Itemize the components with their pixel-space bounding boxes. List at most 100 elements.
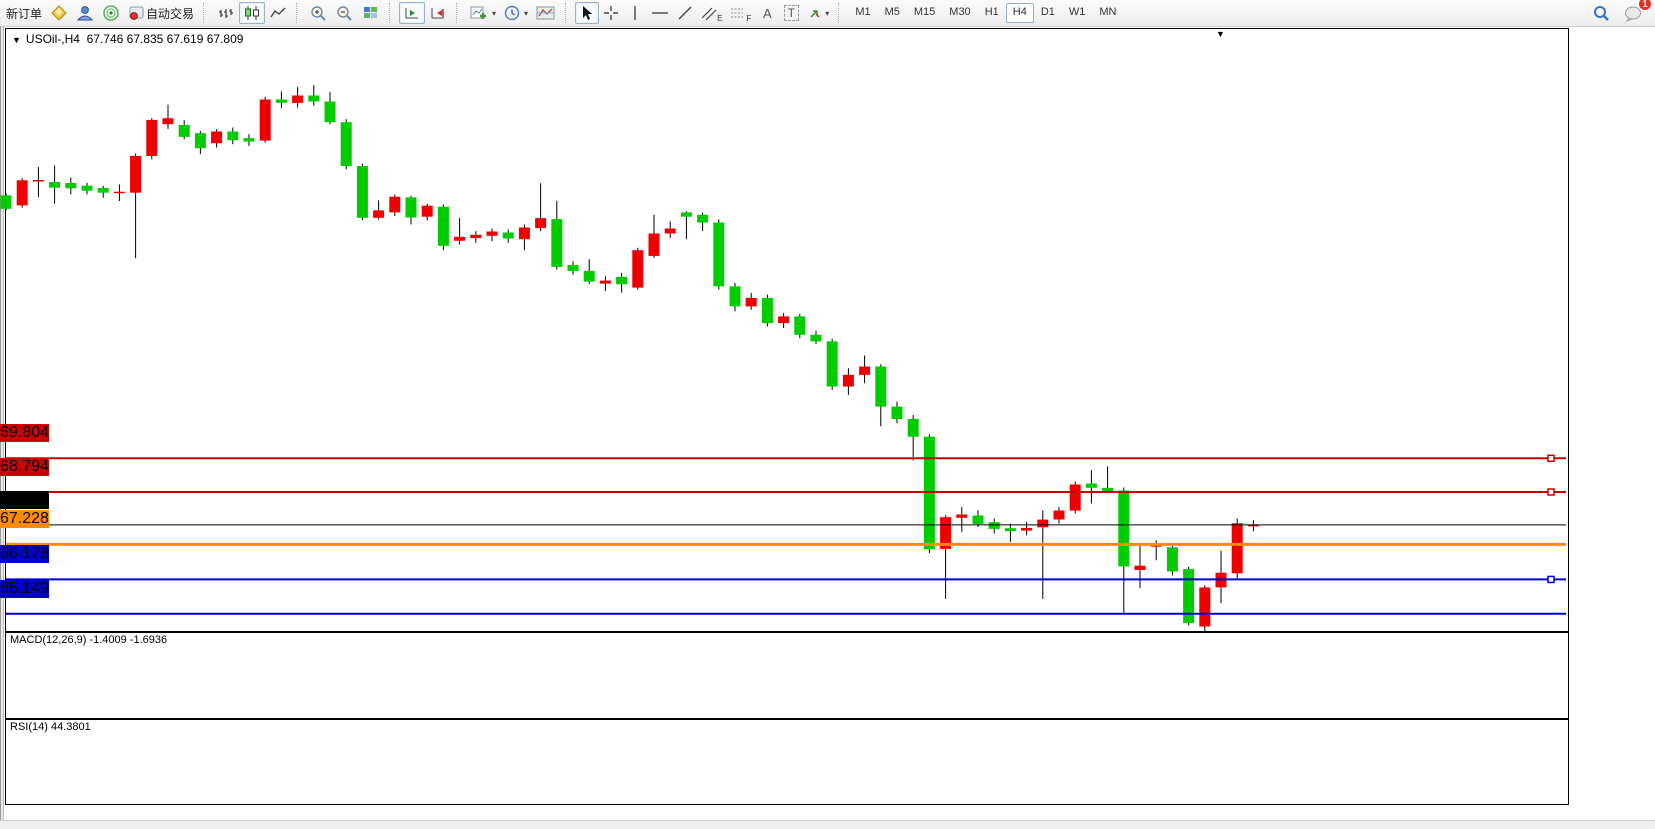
toolbar-separator xyxy=(565,3,572,23)
trendline-tool-button[interactable] xyxy=(673,2,697,24)
timeframe-button-h1[interactable]: H1 xyxy=(984,6,999,18)
line-chart-icon xyxy=(269,5,287,21)
chart-ohlc-values: 67.746 67.835 67.619 67.809 xyxy=(86,32,244,46)
fibonacci-icon xyxy=(730,7,746,20)
equidistant-channel-button[interactable]: E xyxy=(697,2,726,24)
chart-shift-marker-icon[interactable]: ▼ xyxy=(1216,29,1225,39)
timeframe-button-h4[interactable]: H4 xyxy=(1005,3,1034,23)
toolbar-group-scroll xyxy=(399,0,451,27)
timeframe-button-m30[interactable]: M30 xyxy=(949,6,971,18)
data-window-button[interactable] xyxy=(72,2,98,24)
toolbar-group-trade: 新订单 自动交易 xyxy=(2,0,198,27)
clock-icon xyxy=(504,5,522,21)
notifications-button[interactable]: 1 xyxy=(1620,0,1652,24)
price-line-anchor xyxy=(1547,488,1555,496)
chart-properties-icon xyxy=(536,5,556,21)
price-line-anchor xyxy=(1547,575,1555,584)
chat-bubble-icon xyxy=(1624,5,1643,22)
bar-chart-icon xyxy=(217,5,235,21)
macd-indicator-label: MACD(12,26,9) -1.4009 -1.6936 xyxy=(10,634,168,646)
market-watch-icon xyxy=(50,5,68,21)
tile-windows-button[interactable] xyxy=(358,2,384,24)
channel-icon xyxy=(701,7,717,20)
horizontal-line-icon xyxy=(651,5,669,21)
timeframe-button-w1[interactable]: W1 xyxy=(1068,6,1086,18)
chart-properties-button[interactable] xyxy=(532,2,560,24)
toolbar-group-zoom xyxy=(306,0,384,27)
cursor-button[interactable] xyxy=(575,2,600,24)
fibonacci-tool-button[interactable]: F xyxy=(726,2,755,24)
text-tool-label: A xyxy=(762,5,772,21)
timeframe-group: M1 M5 M15 M30 H1 H4 D1 W1 MN xyxy=(848,0,1123,27)
crosshair-button[interactable] xyxy=(599,2,623,24)
toolbar-separator xyxy=(296,3,303,23)
autotrading-icon xyxy=(128,5,146,21)
candlestick-icon xyxy=(243,5,261,21)
price-line-label: 66.178 xyxy=(0,545,49,563)
new-chart-icon xyxy=(470,5,490,21)
cursor-arrow-icon xyxy=(579,5,595,21)
chart-canvas xyxy=(0,85,1566,633)
new-chart-button[interactable]: ▾ xyxy=(466,2,500,24)
timeframe-button-m1[interactable]: M1 xyxy=(855,6,871,18)
price-line-label: 69.804 xyxy=(0,424,49,442)
channel-letter: E xyxy=(717,14,723,23)
timeframe-button-mn[interactable]: MN xyxy=(1099,6,1117,18)
dropdown-caret-icon: ▾ xyxy=(524,8,529,18)
auto-scroll-button[interactable] xyxy=(425,2,451,24)
navigator-sonar-icon xyxy=(102,5,120,21)
tile-windows-icon xyxy=(362,5,380,21)
toolbar: 新订单 自动交易 xyxy=(0,0,1655,27)
arrows-tool-button[interactable]: ▾ xyxy=(803,2,833,24)
chart-symbol-period: USOil-,H4 xyxy=(25,32,80,46)
navigator-button[interactable] xyxy=(98,2,124,24)
toolbar-separator xyxy=(389,3,396,23)
price-line-label: 65.149 xyxy=(0,580,49,598)
rsi-indicator-label: RSI(14) 44.3801 xyxy=(10,721,91,733)
text-label-tool-label: T xyxy=(783,5,799,21)
chart-shift-icon xyxy=(403,5,421,21)
zoom-out-icon xyxy=(336,5,354,21)
toolbar-group-windows: ▾ ▾ xyxy=(466,0,560,27)
timeframe-button-m15[interactable]: M15 xyxy=(913,6,936,18)
autotrading-button[interactable]: 自动交易 xyxy=(124,2,198,24)
arrows-icon xyxy=(807,5,823,21)
vertical-line-tool-button[interactable] xyxy=(623,2,647,24)
price-line-label: 67.228 xyxy=(0,510,49,528)
candles xyxy=(0,85,1259,633)
macd-pane[interactable] xyxy=(5,632,1569,719)
new-order-button[interactable]: 新订单 xyxy=(2,2,46,24)
dropdown-caret-icon: ▾ xyxy=(492,8,497,18)
text-tool-button[interactable]: A xyxy=(755,2,779,24)
chart-shift-button[interactable] xyxy=(399,2,426,24)
search-button[interactable] xyxy=(1588,2,1614,24)
candlestick-mode-button[interactable] xyxy=(239,2,266,24)
trendline-icon xyxy=(677,5,693,21)
main-price-pane[interactable] xyxy=(5,28,1569,632)
toolbar-group-chart-type xyxy=(213,0,291,27)
line-chart-mode-button[interactable] xyxy=(265,2,291,24)
timeframe-button-d1[interactable]: D1 xyxy=(1040,6,1055,18)
bar-chart-mode-button[interactable] xyxy=(213,2,239,24)
bottom-scroll-strip[interactable] xyxy=(0,820,1655,829)
toolbar-separator xyxy=(838,3,845,23)
zoom-in-button[interactable] xyxy=(306,2,332,24)
rsi-pane[interactable] xyxy=(5,719,1569,805)
price-line-label: 68.794 xyxy=(0,458,49,476)
collapse-triangle-icon[interactable]: ▼ xyxy=(12,35,21,45)
notification-badge: 1 xyxy=(1638,0,1652,11)
price-line-label: 67.809 xyxy=(0,491,49,509)
horizontal-line-tool-button[interactable] xyxy=(647,2,673,24)
market-watch-button[interactable] xyxy=(46,2,72,24)
toolbar-separator xyxy=(203,3,210,23)
data-window-icon xyxy=(76,5,94,21)
fibonacci-letter: F xyxy=(746,14,752,23)
new-order-label: 新订单 xyxy=(6,6,43,21)
dropdown-caret-icon: ▾ xyxy=(825,8,830,18)
period-button[interactable]: ▾ xyxy=(500,2,532,24)
text-label-tool-button[interactable]: T xyxy=(779,2,803,24)
toolbar-group-objects: E F A T ▾ xyxy=(575,0,833,27)
zoom-out-button[interactable] xyxy=(332,2,358,24)
timeframe-button-m5[interactable]: M5 xyxy=(884,6,900,18)
